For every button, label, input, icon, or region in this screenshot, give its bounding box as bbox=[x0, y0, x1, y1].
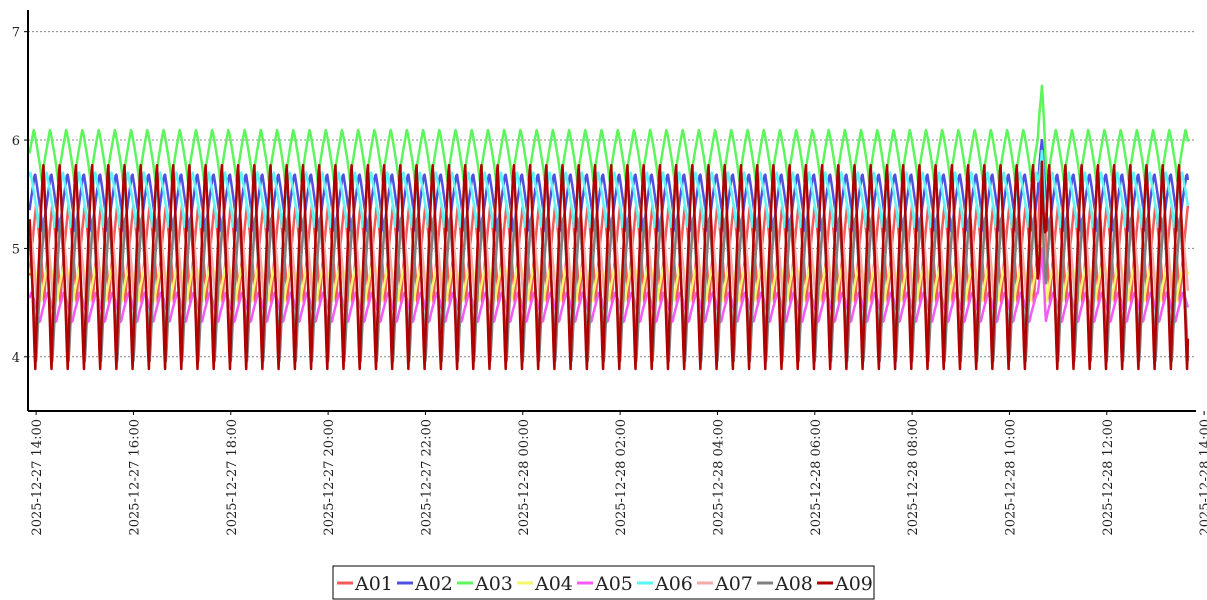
x-tick-labels: 2025-12-27 14:00 2025-12-27 16:00 2025-12-… bbox=[30, 419, 1207, 536]
legend-label: A04 bbox=[534, 573, 573, 595]
x-tick-label: 2025-12-28 00:00 bbox=[517, 419, 532, 536]
x-tick-label: 2025-12-27 14:00 bbox=[30, 419, 45, 536]
legend-label: A03 bbox=[474, 573, 513, 595]
legend: A01 A02 A03 A04 A05 A06 A07 A08 A09 bbox=[332, 565, 875, 600]
series-line-a03 bbox=[28, 84, 1190, 183]
x-tick-label: 2025-12-28 04:00 bbox=[711, 419, 726, 536]
legend-box bbox=[332, 565, 875, 600]
y-tick-label: 6 bbox=[12, 134, 20, 149]
x-tick-label: 2025-12-28 12:00 bbox=[1101, 419, 1116, 536]
y-tick-label: 4 bbox=[12, 351, 20, 366]
legend-item-a07: A07 bbox=[697, 573, 753, 595]
x-tick-label: 2025-12-27 22:00 bbox=[419, 419, 434, 536]
x-tick-label: 2025-12-27 18:00 bbox=[225, 419, 240, 536]
x-tick-label: 2025-12-28 08:00 bbox=[906, 419, 921, 536]
legend-item-a09: A09 bbox=[817, 573, 873, 595]
x-tick-label: 2025-12-27 16:00 bbox=[127, 419, 142, 536]
y-tick-labels: 4 5 6 7 bbox=[12, 26, 20, 366]
legend-item-a06: A06 bbox=[637, 573, 693, 595]
y-tick-label: 7 bbox=[12, 26, 20, 41]
legend-item-a03: A03 bbox=[457, 573, 513, 595]
legend-item-a02: A02 bbox=[397, 573, 453, 595]
axes bbox=[24, 10, 1205, 415]
legend-label: A02 bbox=[414, 573, 453, 595]
x-tick-label: 2025-12-27 20:00 bbox=[322, 419, 337, 536]
series-line-a08 bbox=[28, 182, 1190, 363]
x-tick-label: 2025-12-28 06:00 bbox=[809, 419, 824, 536]
legend-item-a05: A05 bbox=[577, 573, 633, 595]
legend-label: A07 bbox=[714, 573, 753, 595]
legend-label: A06 bbox=[654, 573, 693, 595]
series-line-a09 bbox=[28, 160, 1190, 371]
x-tick-label: 2025-12-28 10:00 bbox=[1003, 419, 1018, 536]
legend-item-a01: A01 bbox=[337, 573, 393, 595]
legend-item-a04: A04 bbox=[517, 573, 573, 595]
y-tick-label: 5 bbox=[12, 242, 20, 257]
legend-label: A05 bbox=[594, 573, 633, 595]
x-tick-label: 2025-12-28 14:00 bbox=[1198, 419, 1207, 536]
legend-item-a08: A08 bbox=[757, 573, 813, 595]
legend-label: A01 bbox=[354, 573, 393, 595]
series-lines bbox=[28, 84, 1190, 371]
legend-label: A09 bbox=[834, 573, 873, 595]
x-tick-label: 2025-12-28 02:00 bbox=[614, 419, 629, 536]
legend-label: A08 bbox=[774, 573, 813, 595]
gridlines bbox=[28, 31, 1196, 358]
